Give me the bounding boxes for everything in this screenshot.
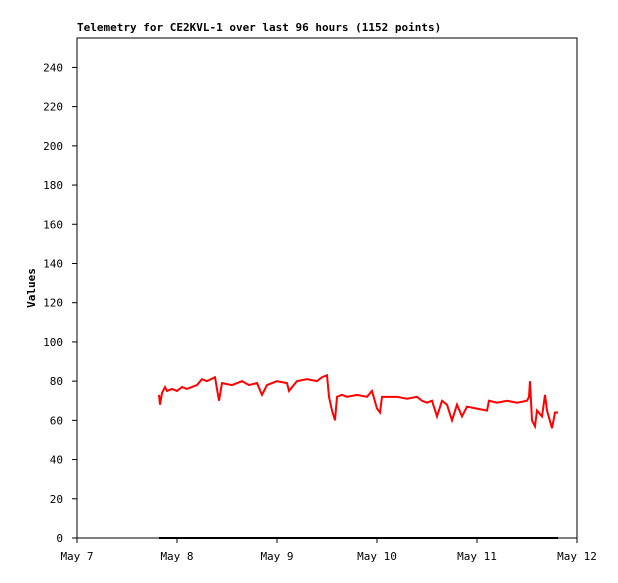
x-tick-label: May 8 [160, 550, 193, 563]
y-tick-label: 240 [43, 61, 63, 74]
y-tick-label: 140 [43, 257, 63, 270]
x-tick-label: May 11 [457, 550, 497, 563]
y-tick-label: 120 [43, 297, 63, 310]
y-tick-label: 220 [43, 101, 63, 114]
y-tick-label: 40 [50, 454, 63, 467]
x-tick-label: May 7 [60, 550, 93, 563]
x-tick-label: May 10 [357, 550, 397, 563]
plot-frame [76, 37, 578, 539]
y-tick-label: 80 [50, 375, 63, 388]
y-tick-label: 20 [50, 493, 63, 506]
y-tick-label: 160 [43, 218, 63, 231]
data-line [158, 373, 558, 430]
y-tick-label: 0 [56, 532, 63, 545]
y-tick-label: 200 [43, 140, 63, 153]
y-tick-label: 180 [43, 179, 63, 192]
y-tick-label: 60 [50, 414, 63, 427]
y-axis-label: Values [25, 268, 38, 308]
x-tick-label: May 9 [260, 550, 293, 563]
x-tick-label: May 12 [557, 550, 597, 563]
y-tick-label: 100 [43, 336, 63, 349]
chart-title: Telemetry for CE2KVL-1 over last 96 hour… [77, 21, 441, 34]
